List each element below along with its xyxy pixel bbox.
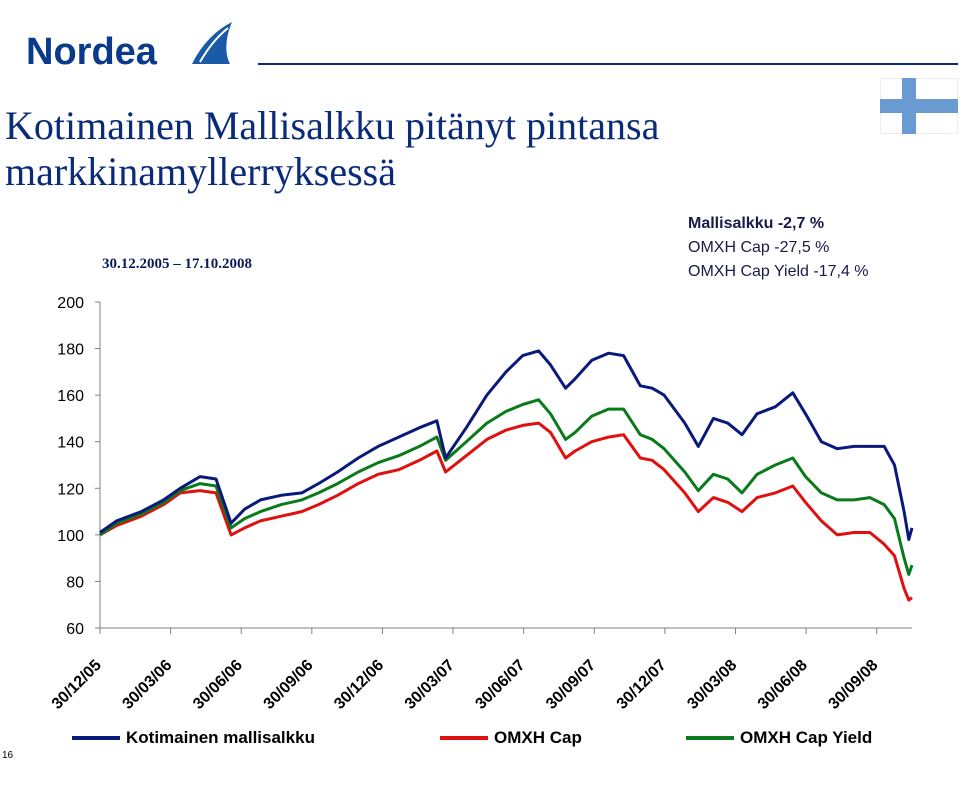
legend-item-omxh-cap: OMXH Cap bbox=[440, 726, 582, 750]
legend-label-omxh-cap: OMXH Cap bbox=[494, 728, 582, 747]
x-tick-label: 30/12/07 bbox=[614, 657, 670, 713]
y-tick-label: 140 bbox=[57, 435, 84, 452]
page-title: Kotimainen Mallisalkku pitänyt pintansa … bbox=[5, 103, 865, 195]
performance-mallisalkku: Mallisalkku -2,7 % bbox=[688, 215, 825, 232]
legend-label-mallisalkku: Kotimainen mallisalkku bbox=[126, 728, 315, 747]
legend-item-mallisalkku: Kotimainen mallisalkku bbox=[72, 726, 315, 750]
x-tick-label: 30/06/07 bbox=[472, 657, 528, 713]
page-title-line2: markkinamyllerryksessä bbox=[5, 149, 396, 194]
y-tick-label: 120 bbox=[57, 481, 84, 498]
x-tick-label: 30/09/06 bbox=[261, 657, 317, 713]
legend-swatch-omxh-cap bbox=[440, 736, 488, 740]
y-tick-label: 180 bbox=[57, 342, 84, 359]
series-line-0 bbox=[99, 349, 914, 541]
sail-stripe-icon bbox=[199, 27, 229, 63]
y-tick-label: 80 bbox=[66, 574, 84, 591]
x-tick-label: 30/06/08 bbox=[755, 657, 811, 713]
x-tick-label: 30/12/06 bbox=[331, 657, 387, 713]
y-axis: 200 180 160 140 120 100 80 60 bbox=[57, 295, 101, 638]
x-tick-label: 30/03/08 bbox=[684, 657, 740, 713]
nordea-wordmark: Nordea bbox=[26, 31, 158, 73]
header-rule bbox=[258, 63, 958, 65]
x-tick-label: 30/09/07 bbox=[543, 657, 599, 713]
series-line-1 bbox=[99, 421, 913, 602]
performance-omxh-cap-yield: OMXH Cap Yield -17,4 % bbox=[688, 263, 869, 280]
y-tick-label: 160 bbox=[57, 388, 84, 405]
series-layer bbox=[99, 349, 914, 602]
performance-summary: Mallisalkku -2,7 % OMXH Cap -27,5 % OMXH… bbox=[688, 212, 869, 284]
y-tick-label: 100 bbox=[57, 528, 84, 545]
y-tick-label: 200 bbox=[57, 295, 84, 312]
legend-swatch-omxh-cap-yield bbox=[686, 736, 734, 740]
x-tick-label: 30/03/06 bbox=[119, 657, 175, 713]
chart-legend: Kotimainen mallisalkku OMXH Cap OMXH Cap… bbox=[0, 726, 960, 750]
legend-label-omxh-cap-yield: OMXH Cap Yield bbox=[740, 728, 873, 747]
finland-flag-icon bbox=[880, 78, 958, 134]
x-tick-label: 30/09/08 bbox=[825, 657, 881, 713]
performance-omxh-cap: OMXH Cap -27,5 % bbox=[688, 239, 830, 256]
page-title-line1: Kotimainen Mallisalkku pitänyt pintansa bbox=[5, 103, 660, 148]
y-tick-label: 60 bbox=[66, 621, 84, 638]
x-axis: 30/12/05 30/03/06 30/06/06 30/09/06 30/12/06… bbox=[49, 627, 912, 713]
x-tick-label: 30/06/06 bbox=[190, 657, 246, 713]
x-tick-label: 30/03/07 bbox=[402, 657, 458, 713]
date-range: 30.12.2005 – 17.10.2008 bbox=[102, 256, 252, 272]
nordea-logo: Nordea bbox=[26, 22, 232, 73]
page-number: 16 bbox=[2, 750, 14, 761]
series-line-2 bbox=[99, 398, 914, 576]
x-tick-label: 30/12/05 bbox=[49, 657, 105, 713]
legend-swatch-mallisalkku bbox=[72, 736, 120, 740]
legend-item-omxh-cap-yield: OMXH Cap Yield bbox=[686, 726, 872, 750]
